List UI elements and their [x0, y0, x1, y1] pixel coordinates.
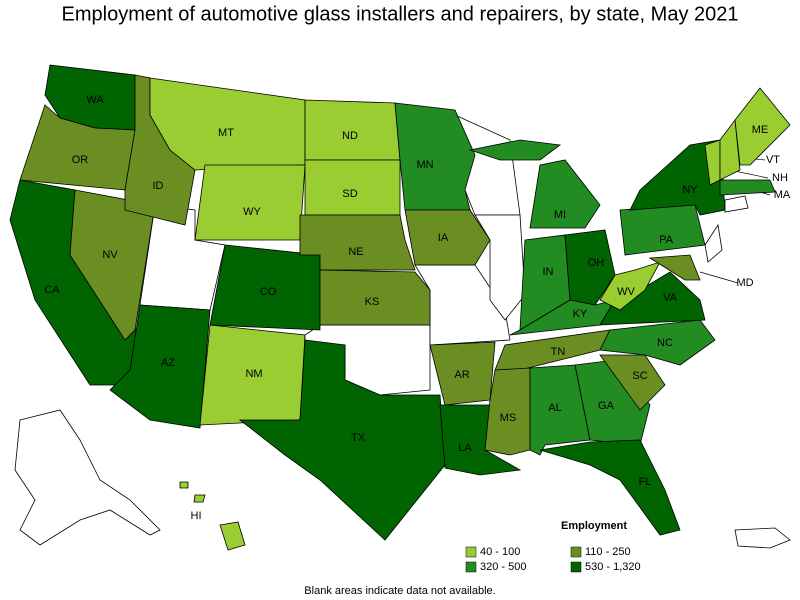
- state-label: NV: [102, 249, 118, 261]
- leader-line: [699, 271, 739, 284]
- state: [238, 339, 446, 541]
- footnote: Blank areas indicate data not available.: [304, 585, 495, 597]
- legend-swatch: [465, 546, 477, 558]
- state-label: MD: [736, 277, 753, 289]
- state-label: SD: [342, 188, 357, 200]
- state-label: SC: [632, 370, 647, 382]
- state-label: LA: [458, 442, 472, 454]
- puerto-rico: [734, 527, 791, 549]
- state: [209, 244, 321, 331]
- state: [599, 319, 716, 366]
- state: [648, 254, 701, 281]
- state-label: WV: [617, 286, 635, 298]
- state-label: WY: [243, 206, 261, 218]
- legend-swatch: [465, 561, 477, 573]
- state: [194, 164, 306, 241]
- legend-label: 530 - 1,320: [585, 561, 641, 573]
- map-title: Employment of automotive glass installer…: [62, 3, 739, 25]
- state: [529, 159, 601, 229]
- state: [299, 214, 416, 271]
- state-label: FL: [639, 476, 652, 488]
- state: [599, 354, 666, 411]
- state-label: MT: [218, 127, 234, 139]
- state-blank: [704, 223, 723, 263]
- state-label: OH: [588, 257, 605, 269]
- state-label: HI: [191, 510, 202, 522]
- state-label: NM: [245, 368, 262, 380]
- state-label: ND: [342, 130, 358, 142]
- state-label: TN: [551, 346, 566, 358]
- state-label: MN: [416, 159, 433, 171]
- state-label: KY: [573, 308, 588, 320]
- state: [179, 481, 189, 489]
- state-label: NE: [348, 246, 363, 258]
- state-label: WA: [86, 94, 104, 106]
- state-label: ME: [752, 124, 769, 136]
- state-label: VA: [663, 292, 678, 304]
- state: [429, 341, 496, 406]
- state-label: KS: [365, 296, 380, 308]
- state-label: OR: [72, 154, 89, 166]
- state-label: TX: [351, 432, 366, 444]
- state: [109, 304, 211, 429]
- state: [468, 139, 562, 161]
- legend-label: 110 - 250: [585, 546, 631, 558]
- state-label: NC: [657, 337, 673, 349]
- state: [719, 179, 776, 196]
- state: [619, 204, 706, 256]
- state: [219, 521, 246, 551]
- state-label: ID: [153, 180, 164, 192]
- state-label: MI: [554, 209, 566, 221]
- state: [719, 118, 741, 181]
- state-label: IA: [438, 232, 449, 244]
- state-label: PA: [659, 234, 674, 246]
- state-label: NY: [682, 184, 698, 196]
- state-label: CO: [260, 286, 277, 298]
- state-label: MS: [500, 412, 517, 424]
- state-blank: [724, 195, 749, 213]
- state: [539, 439, 681, 536]
- legend-swatch: [570, 561, 582, 573]
- state: [319, 269, 431, 326]
- legend-swatch: [570, 546, 582, 558]
- state-label: AZ: [161, 357, 175, 369]
- alaska: [14, 409, 161, 546]
- state: [629, 139, 726, 216]
- legend-label: 320 - 500: [480, 561, 526, 573]
- state-label: NH: [772, 172, 788, 184]
- state-label: VT: [766, 154, 780, 166]
- legend-label: 40 - 100: [480, 546, 520, 558]
- state-label: AL: [548, 402, 561, 414]
- legend-title: Employment: [561, 520, 627, 532]
- state-label: CA: [44, 284, 60, 296]
- state-label: IN: [543, 266, 554, 278]
- blank-states: [14, 114, 791, 549]
- state: [394, 102, 476, 211]
- state-label: GA: [598, 400, 615, 412]
- state: [404, 209, 491, 266]
- state-label: AR: [454, 369, 469, 381]
- state: [193, 494, 206, 503]
- state-label: MA: [774, 189, 791, 201]
- state: [564, 229, 616, 306]
- state: [734, 87, 791, 166]
